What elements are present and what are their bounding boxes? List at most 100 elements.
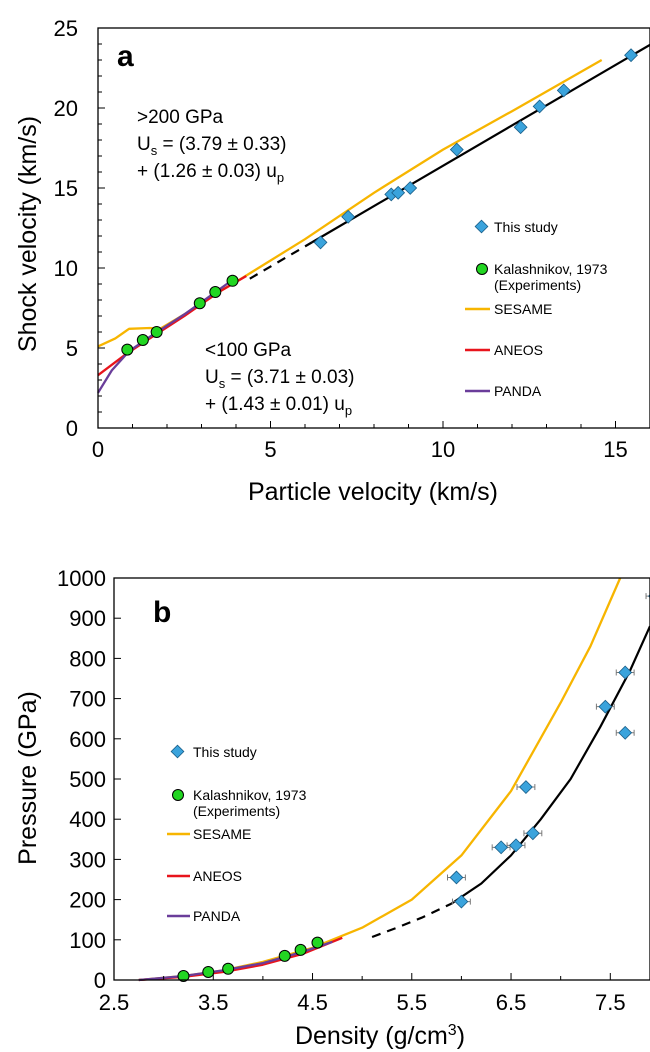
panel-b-fit-line-dashed bbox=[371, 902, 452, 939]
legend-a-circle-marker bbox=[476, 263, 488, 275]
panel-a-legend: This study Kalashnikov, 1973 (Experiment… bbox=[465, 219, 608, 399]
legend-a-panda-label: PANDA bbox=[494, 383, 542, 399]
panel-b-y-tick-label: 800 bbox=[69, 646, 106, 671]
panel-a-this-study-point bbox=[532, 99, 547, 114]
panel-b-error-bars-layer bbox=[447, 593, 650, 905]
annotation-high-line2: + (1.26 ± 0.03) up bbox=[137, 161, 284, 185]
annotation-low-header: <100 GPa bbox=[205, 340, 292, 361]
panel-b-y-tick-label: 600 bbox=[69, 727, 106, 752]
legend-a-sesame: SESAME bbox=[465, 301, 552, 317]
panel-a-this-study-point bbox=[341, 209, 356, 224]
panel-b-model-lines-layer bbox=[138, 577, 622, 982]
annotation-high-header: >200 GPa bbox=[137, 107, 224, 128]
panel-a-x-tick-label: 5 bbox=[264, 437, 276, 462]
panel-b-y-tick-label: 1000 bbox=[57, 566, 106, 591]
legend-a-kalashnikov-sublabel: (Experiments) bbox=[494, 277, 581, 293]
panel-b-y-axis-label: Pressure (GPa) bbox=[14, 691, 42, 865]
panel-b-legend: This study Kalashnikov, 1973 (Experiment… bbox=[167, 744, 307, 924]
panel-b-y-tick-label: 100 bbox=[69, 928, 106, 953]
panel-b-y-tick-label: 0 bbox=[94, 968, 106, 993]
panel-b-y-tick-label: 400 bbox=[69, 807, 106, 832]
legend-b-panda: PANDA bbox=[167, 908, 241, 924]
panel-b-x-tick-label: 4.5 bbox=[297, 990, 328, 1015]
legend-a-this-study: This study bbox=[474, 219, 558, 235]
panel-a-x-tick-label: 10 bbox=[431, 437, 455, 462]
panel-a-this-study-point bbox=[556, 83, 571, 98]
panel-a-this-study-point bbox=[449, 142, 464, 157]
annotation-low-line1: Us = (3.71 ± 0.03) bbox=[205, 367, 355, 391]
legend-b-aneos-label: ANEOS bbox=[193, 868, 242, 884]
panel-b-this-study-point bbox=[598, 699, 613, 714]
legend-b-sesame: SESAME bbox=[167, 826, 251, 842]
panel-a-x-axis-label: Particle velocity (km/s) bbox=[248, 478, 498, 506]
panel-b-kalashnikov-point bbox=[278, 949, 291, 962]
annotation-high-line1: Us = (3.79 ± 0.33) bbox=[137, 134, 287, 158]
panel-a-markers-layer bbox=[121, 48, 638, 356]
panel-b-x-tick-label: 6.5 bbox=[496, 990, 527, 1015]
panel-a-this-study-point bbox=[403, 181, 418, 195]
panel-b-kalashnikov-point bbox=[222, 962, 235, 975]
panel-b-kalashnikov-point bbox=[202, 965, 215, 978]
panel-b-this-study-point bbox=[618, 665, 633, 680]
panel-a-kalashnikov-point bbox=[150, 326, 163, 338]
panel-b-this-study-point bbox=[525, 826, 540, 841]
panel-b-y-tick-label: 700 bbox=[69, 687, 106, 712]
legend-a-sesame-label: SESAME bbox=[494, 301, 552, 317]
panel-b-label: b bbox=[153, 596, 171, 629]
panel-b-y-tick-label: 300 bbox=[69, 847, 106, 872]
panel-a-kalashnikov-point bbox=[121, 343, 134, 356]
panel-b-y-tick-label: 500 bbox=[69, 767, 106, 792]
legend-a-panda: PANDA bbox=[465, 383, 542, 399]
panel-b-panda-line bbox=[138, 940, 333, 982]
panel-a-y-tick-label: 0 bbox=[66, 416, 78, 441]
panel-a: 0 5 10 15 0 5 10 15 20 25 a Particle velocity (km… bbox=[14, 16, 650, 506]
legend-a-kalashnikov: Kalashnikov, 1973 (Experiments) bbox=[476, 261, 608, 293]
panel-b-this-study-point bbox=[618, 725, 633, 740]
panel-a-this-study-point bbox=[391, 185, 406, 200]
panel-a-y-tick-label: 10 bbox=[54, 256, 78, 281]
legend-b-kalashnikov: Kalashnikov, 1973 (Experiments) bbox=[172, 787, 307, 819]
legend-a-diamond-marker bbox=[474, 219, 489, 234]
annotation-low-line2: + (1.43 ± 0.01) up bbox=[205, 394, 352, 418]
legend-b-diamond-marker bbox=[170, 744, 185, 759]
panel-a-x-tick-label: 15 bbox=[603, 437, 627, 462]
legend-a-this-study-label: This study bbox=[494, 219, 558, 235]
panel-b-kalashnikov-point bbox=[177, 969, 190, 982]
panel-b-markers-layer bbox=[177, 589, 650, 982]
legend-b-circle-marker bbox=[172, 789, 184, 801]
panel-a-label: a bbox=[117, 40, 134, 73]
panel-b-fit-line-layer bbox=[371, 625, 650, 939]
panel-b-x-tick-label: 3.5 bbox=[198, 990, 229, 1015]
panel-b-this-study-point bbox=[518, 780, 533, 794]
panel-a-kalashnikov-point bbox=[209, 286, 222, 298]
panel-b-axes: 2.5 3.5 4.5 5.5 6.5 7.5 0 100 200 300 400 500 600 700… bbox=[57, 566, 650, 1015]
legend-a-aneos-label: ANEOS bbox=[494, 342, 543, 358]
legend-b-kalashnikov-label: Kalashnikov, 1973 bbox=[193, 787, 307, 803]
panel-b-x-tick-label: 5.5 bbox=[396, 990, 427, 1015]
panel-a-y-tick-label: 5 bbox=[66, 336, 78, 361]
panel-b-this-study-point bbox=[494, 840, 509, 855]
panel-b-this-study-point bbox=[449, 870, 464, 885]
panel-a-fit-line-layer bbox=[249, 43, 650, 280]
legend-b-this-study-label: This study bbox=[193, 744, 257, 760]
legend-b-sesame-label: SESAME bbox=[193, 826, 251, 842]
panel-a-kalashnikov-point bbox=[193, 297, 206, 310]
panel-a-kalashnikov-point bbox=[136, 334, 149, 346]
legend-a-aneos: ANEOS bbox=[465, 342, 543, 358]
panel-a-this-study-point bbox=[513, 120, 528, 135]
panel-a-aneos-line bbox=[97, 275, 247, 377]
legend-b-kalashnikov-sublabel: (Experiments) bbox=[193, 803, 280, 819]
legend-a-kalashnikov-label: Kalashnikov, 1973 bbox=[494, 261, 608, 277]
panel-a-y-tick-label: 15 bbox=[54, 176, 78, 201]
panel-b-this-study-point bbox=[454, 894, 469, 909]
panel-a-y-tick-label: 20 bbox=[54, 96, 78, 121]
panel-a-this-study-point bbox=[624, 48, 638, 63]
panel-a-y-axis-label: Shock velocity (km/s) bbox=[14, 116, 42, 352]
legend-b-panda-label: PANDA bbox=[193, 908, 241, 924]
panel-b-x-tick-label: 7.5 bbox=[595, 990, 626, 1015]
panel-a-axes: 0 5 10 15 0 5 10 15 20 25 bbox=[54, 16, 650, 462]
panel-b-fit-line-solid bbox=[450, 625, 650, 905]
panel-b-x-tick-label: 2.5 bbox=[99, 990, 130, 1015]
panel-b-y-tick-label: 200 bbox=[69, 888, 106, 913]
